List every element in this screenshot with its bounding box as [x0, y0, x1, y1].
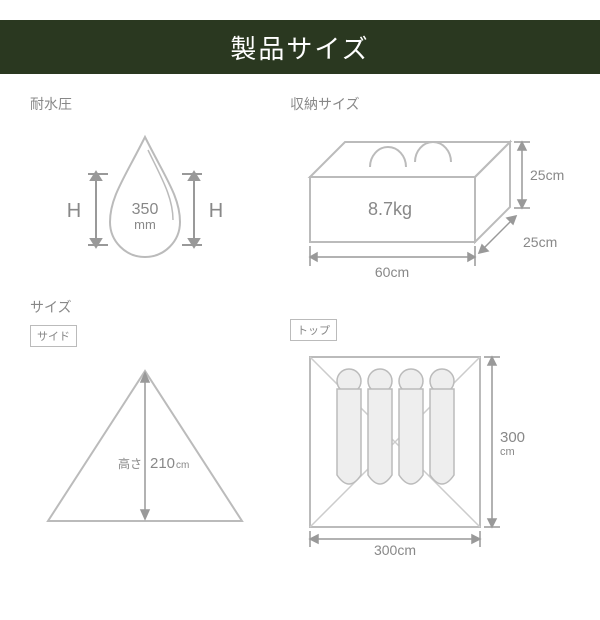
storage-depth: 25cm [523, 234, 557, 250]
side-height-value: 210cm [150, 455, 189, 472]
storage-height: 25cm [530, 167, 564, 183]
side-height-label: 高さ [118, 456, 142, 471]
waterproof-label: 耐水圧 [30, 94, 270, 114]
title-banner: 製品サイズ [0, 20, 600, 74]
side-tag: サイド [30, 325, 77, 347]
storage-weight: 8.7kg [368, 199, 412, 219]
storage-width: 60cm [375, 264, 409, 280]
waterproof-cell: 耐水圧 H H 350 [30, 94, 270, 292]
size-label: サイズ [30, 297, 270, 317]
top-diagram: 300cm 300 cm [290, 347, 570, 557]
top-depth: 300 [500, 429, 525, 446]
waterproof-diagram: H H 350 mm [30, 122, 260, 272]
storage-label: 収納サイズ [290, 94, 570, 114]
top-cell: トップ [290, 297, 570, 557]
waterproof-h-left: H [67, 200, 81, 222]
waterproof-unit: mm [134, 217, 156, 232]
storage-diagram: 8.7kg 60cm 25cm [290, 122, 570, 292]
top-width: 300cm [374, 542, 416, 557]
top-tag: トップ [290, 319, 337, 341]
storage-cell: 収納サイズ 8.7kg 60cm [290, 94, 570, 292]
top-depth-unit: cm [500, 446, 515, 458]
side-diagram: 高さ 210cm [30, 353, 260, 533]
side-cell: サイズ サイド 高さ 210cm [30, 297, 270, 557]
waterproof-h-right: H [209, 200, 223, 222]
title-text: 製品サイズ [230, 29, 369, 66]
waterproof-value: 350 [132, 201, 159, 218]
spec-grid: 耐水圧 H H 350 [0, 74, 600, 567]
